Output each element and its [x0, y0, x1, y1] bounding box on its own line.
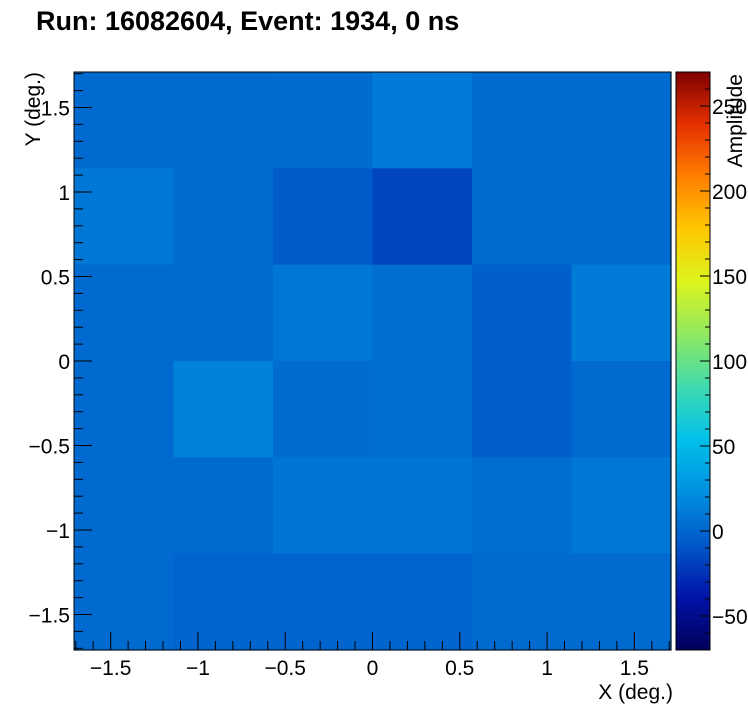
x-tick-label: −0.5	[264, 657, 305, 680]
heatmap-cell	[372, 264, 473, 362]
heatmap-cell	[273, 361, 374, 458]
x-tick-label: −1.5	[90, 657, 131, 680]
y-tick-label: −1.5	[29, 605, 70, 628]
heatmap-cell	[173, 264, 274, 362]
heatmap-cell	[472, 168, 573, 266]
y-tick-label: −1	[46, 520, 70, 543]
heatmap-cell	[372, 553, 473, 651]
colorbar-tick-label: −50	[712, 606, 748, 629]
heatmap-cell	[74, 361, 175, 458]
heatmap-cell	[472, 72, 573, 169]
colorbar-tick-label: 150	[712, 266, 747, 289]
x-axis-label: X (deg.)	[598, 681, 673, 704]
y-axis: −1.5 −1 −0.5 0 0.5 1 1.5	[29, 73, 92, 649]
colorbar-tick-label: 0	[712, 521, 724, 544]
heatmap-cell	[372, 457, 473, 555]
heatmap-cell	[472, 361, 573, 458]
x-tick-label: −1	[186, 657, 210, 680]
heatmap-cell	[273, 168, 374, 266]
heatmap-cell	[571, 72, 672, 169]
heatmap-cell	[173, 361, 274, 458]
heatmap-cell	[472, 553, 573, 651]
colorbar-tick-label: 250	[712, 96, 747, 119]
y-axis-label: Y (deg.)	[22, 72, 45, 146]
heatmap-cell	[372, 361, 473, 458]
heatmap-cell	[372, 168, 473, 266]
heatmap-cell	[74, 553, 175, 651]
x-tick-label: 1.5	[620, 657, 649, 680]
colorbar-label: Amplitude	[724, 74, 747, 167]
chart-title: Run: 16082604, Event: 1934, 0 ns	[36, 6, 459, 36]
heatmap-cell	[74, 72, 175, 169]
x-tick-label: 0	[367, 657, 379, 680]
heatmap-cell	[74, 264, 175, 362]
colorbar: −50 0 50 100 150 200 250	[675, 71, 748, 651]
heatmap-cell	[472, 457, 573, 555]
colorbar-tick-label: 100	[712, 351, 747, 374]
heatmap-cell	[273, 264, 374, 362]
y-tick-label: 1	[58, 182, 70, 205]
heatmap-cell	[74, 168, 175, 266]
x-tick-label: 0.5	[445, 657, 474, 680]
colorbar-tick-label: 200	[712, 181, 747, 204]
heatmap-cell	[173, 168, 274, 266]
y-tick-label: 0	[58, 351, 70, 374]
heatmap-cell	[273, 457, 374, 555]
heatmap-cell	[472, 264, 573, 362]
heatmap-cell	[273, 553, 374, 651]
heatmap-cell	[571, 264, 672, 362]
x-tick-label: 1	[541, 657, 553, 680]
heatmap-cells	[74, 72, 672, 651]
heatmap-cell	[571, 361, 672, 458]
heatmap-cell	[173, 72, 274, 169]
colorbar-tick-label: 50	[712, 436, 735, 459]
x-axis: −1.5 −1 −0.5 0 0.5 1 1.5	[75, 632, 670, 680]
y-tick-label: −0.5	[29, 436, 70, 459]
heatmap-cell	[273, 72, 374, 169]
heatmap-cell	[173, 457, 274, 555]
heatmap-cell	[571, 457, 672, 555]
heatmap-cell	[571, 168, 672, 266]
heatmap-cell	[571, 553, 672, 651]
heatmap-cell	[74, 457, 175, 555]
y-tick-label: 0.5	[41, 266, 70, 289]
heatmap-cell	[173, 553, 274, 651]
heatmap-cell	[372, 72, 473, 169]
y-tick-label: 1.5	[41, 97, 70, 120]
